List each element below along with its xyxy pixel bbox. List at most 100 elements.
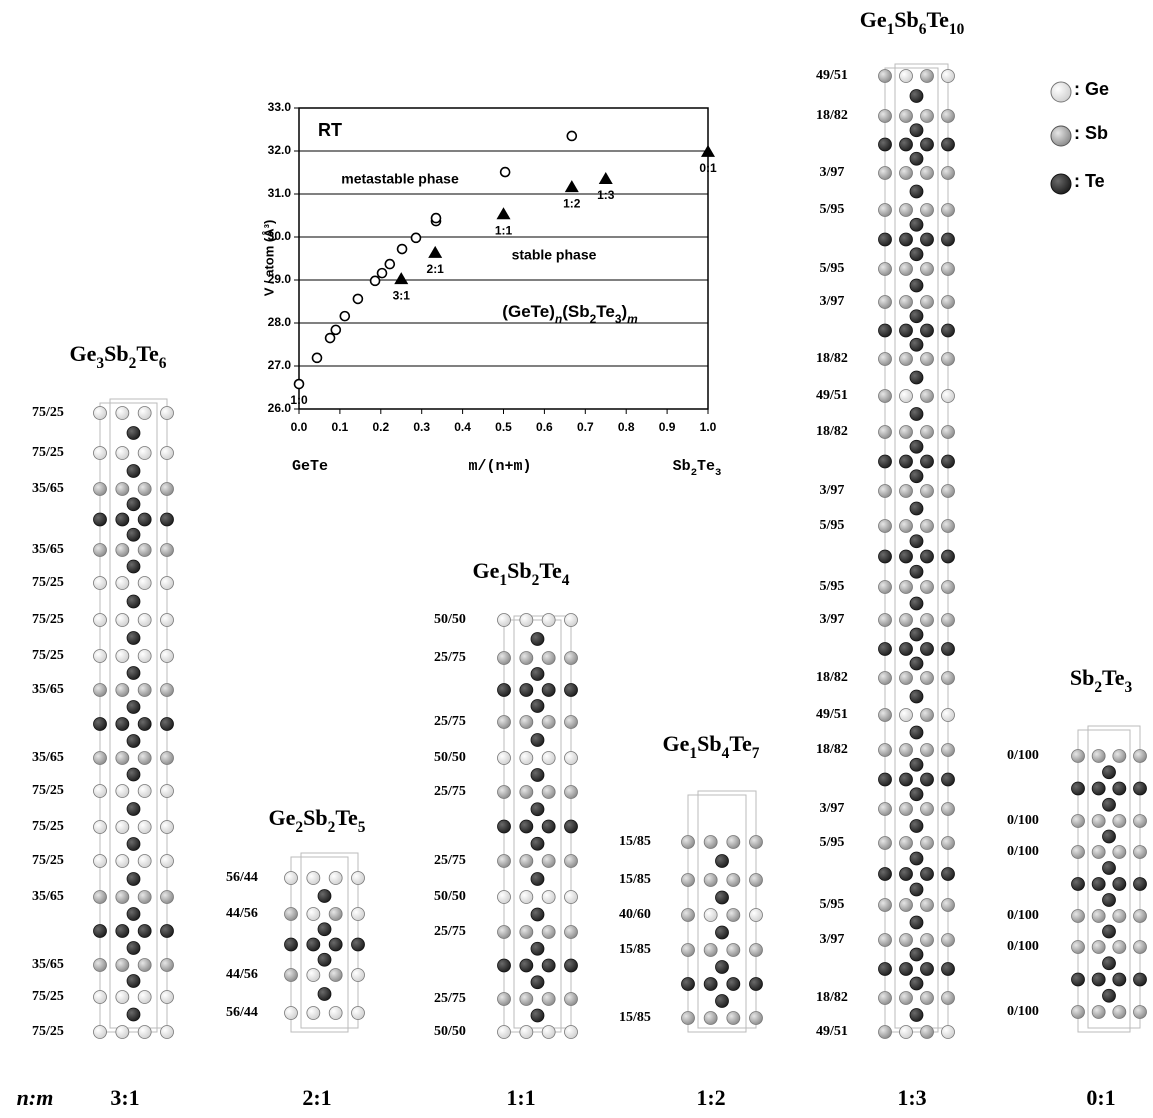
structure-name: Sb2Te3	[1070, 665, 1133, 696]
triangle-point	[564, 180, 579, 193]
atom	[530, 975, 545, 990]
atom	[920, 295, 934, 309]
atom	[920, 772, 934, 787]
atom	[941, 898, 955, 912]
circle-point	[311, 352, 323, 364]
atom	[137, 784, 152, 798]
atom	[541, 751, 556, 765]
atom	[909, 501, 924, 516]
structure	[878, 63, 955, 1039]
occupancy-label: 75/25	[32, 405, 64, 420]
atom	[115, 683, 130, 697]
occupancy-label: 18/82	[816, 351, 848, 366]
atom	[564, 715, 578, 729]
atom	[909, 689, 924, 704]
x-tick-label: 0.7	[577, 420, 594, 434]
atom	[1102, 924, 1116, 939]
atom	[726, 943, 741, 957]
atom	[920, 802, 934, 816]
atom	[941, 708, 955, 722]
occupancy-label: 49/51	[816, 388, 848, 403]
atom	[909, 725, 924, 740]
triangle-point	[598, 171, 613, 184]
atom	[941, 1025, 955, 1039]
occupancy-label: 3/97	[820, 612, 845, 627]
occupancy-label: 5/95	[820, 579, 845, 594]
atom	[941, 425, 955, 439]
atom	[920, 708, 934, 722]
circle-point	[293, 378, 305, 390]
legend-sb	[1050, 125, 1072, 147]
occupancy-label: 49/51	[816, 68, 848, 83]
atom	[878, 295, 892, 309]
x-tick-label: 0.5	[495, 420, 512, 434]
atom	[1091, 781, 1106, 796]
atom	[899, 836, 913, 850]
atom	[1071, 749, 1085, 763]
atom	[920, 613, 934, 627]
atom	[920, 642, 934, 656]
atom	[306, 968, 321, 982]
atom	[317, 922, 332, 937]
atom	[899, 232, 913, 247]
atom	[909, 337, 924, 352]
atom	[1133, 845, 1147, 859]
atom	[909, 882, 924, 897]
atom	[1091, 877, 1106, 891]
legend-label: : Te	[1074, 171, 1105, 191]
atom	[1112, 940, 1127, 954]
atom	[920, 262, 934, 276]
circle-point	[369, 275, 381, 287]
atom	[1071, 972, 1085, 987]
atom	[160, 446, 174, 460]
atom	[899, 484, 913, 498]
atom	[878, 262, 892, 276]
atom	[920, 137, 934, 152]
occupancy-label: 3/97	[820, 294, 845, 309]
atom	[920, 898, 934, 912]
atom	[93, 1025, 107, 1039]
atom	[564, 1025, 578, 1039]
annotation: RT	[318, 120, 342, 140]
atom	[899, 1025, 913, 1039]
atom	[564, 854, 578, 868]
atom	[878, 203, 892, 217]
atom	[1102, 956, 1116, 971]
circle-point	[566, 130, 578, 142]
atom	[941, 262, 955, 276]
structure-ratio: 3:1	[110, 1085, 139, 1110]
atom	[1071, 909, 1085, 923]
atom	[899, 671, 913, 685]
occupancy-label: 0/100	[1007, 813, 1039, 828]
atom	[1102, 988, 1116, 1003]
atom	[160, 543, 174, 557]
atom	[909, 627, 924, 642]
atom	[126, 666, 141, 680]
atom	[878, 69, 892, 83]
atom	[941, 109, 955, 123]
atom	[160, 406, 174, 420]
atom	[920, 867, 934, 881]
atom	[328, 1006, 343, 1020]
triangle-point	[701, 144, 715, 157]
atom	[899, 69, 913, 83]
atom	[899, 137, 913, 152]
atom	[541, 854, 556, 868]
atom	[1112, 909, 1127, 923]
atom	[497, 715, 511, 729]
atom	[530, 941, 545, 956]
triangle-point	[428, 245, 443, 258]
occupancy-label: 75/25	[32, 612, 64, 627]
occupancy-label: 25/75	[434, 991, 466, 1006]
atom	[160, 512, 174, 527]
circle-point	[384, 258, 396, 270]
occupancy-label: 0/100	[1007, 1004, 1039, 1019]
atom	[909, 596, 924, 611]
atom	[126, 734, 141, 748]
atom	[328, 907, 343, 921]
atom	[160, 751, 174, 765]
atom	[530, 733, 545, 747]
atom	[909, 439, 924, 454]
cell-back	[109, 398, 168, 1029]
x-tick-label: 0.2	[372, 420, 389, 434]
